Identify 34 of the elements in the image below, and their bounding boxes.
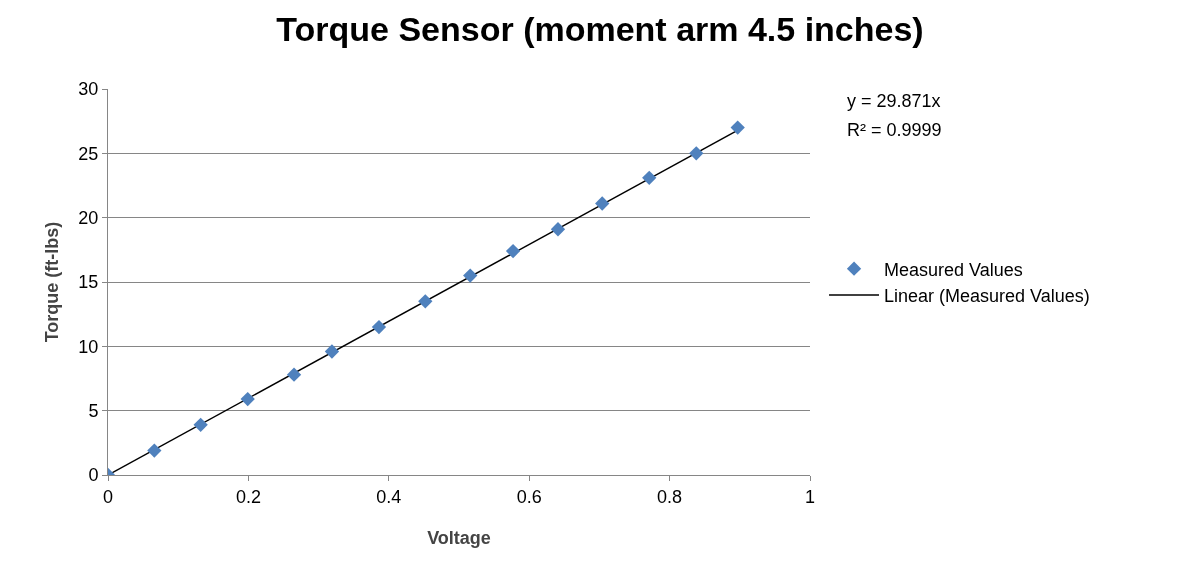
y-tick-label: 15 [78, 272, 99, 293]
legend-label: Linear (Measured Values) [884, 286, 1090, 307]
point [689, 146, 704, 161]
point [595, 196, 610, 211]
point [463, 268, 478, 283]
y-tick-label: 25 [78, 143, 99, 164]
y-tick-label: 10 [78, 336, 99, 357]
point [240, 391, 255, 407]
x-tick-label: 1 [804, 486, 816, 507]
text: y = 29.871x [847, 91, 941, 111]
point [324, 344, 340, 359]
y-tick-label: 30 [78, 79, 99, 100]
point [286, 367, 302, 382]
y-tick-label: 20 [78, 207, 99, 228]
point [730, 120, 745, 135]
x-tick-label: 0.6 [516, 486, 542, 507]
y-tick-label: 5 [88, 400, 99, 421]
y-tick-label: 0 [88, 465, 99, 486]
x-tick-label: 0 [102, 486, 114, 507]
point [371, 319, 387, 335]
point [550, 222, 566, 237]
point [505, 243, 521, 259]
x-tick-label: 0.2 [235, 486, 261, 507]
x-tick-label: 0.8 [657, 486, 683, 507]
legend-label: Measured Values [884, 259, 1023, 280]
chart-title: Torque Sensor (moment arm 4.5 inches) [276, 10, 924, 49]
text: R² = 0.9999 [847, 120, 942, 140]
x-axis-title: Voltage [427, 527, 491, 548]
point [418, 294, 433, 309]
y-axis-title: Torque (ft-lbs) [41, 221, 62, 343]
point [193, 417, 208, 432]
x-tick-label: 0.4 [376, 486, 402, 507]
point [147, 443, 162, 458]
point [642, 170, 657, 185]
